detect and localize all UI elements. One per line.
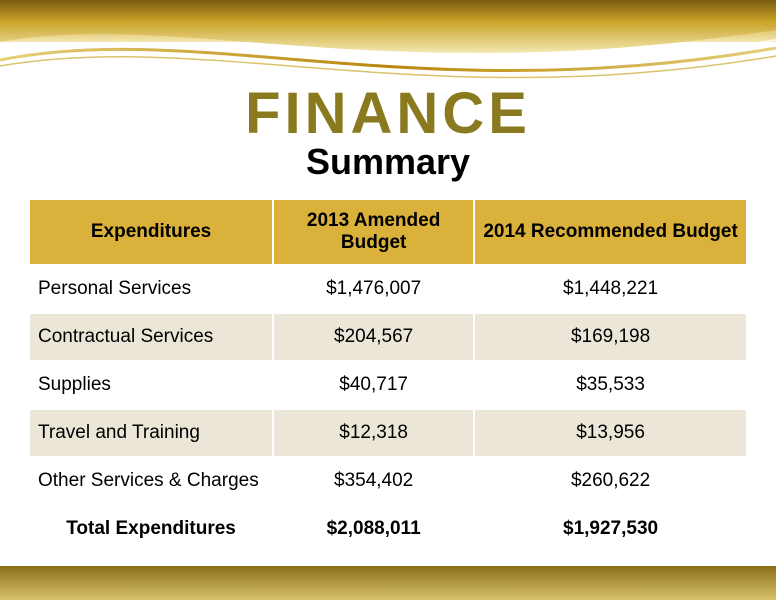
footer-band — [0, 566, 776, 600]
row-label: Other Services & Charges — [29, 457, 273, 505]
row-2013: $204,567 — [273, 313, 474, 361]
row-label: Contractual Services — [29, 313, 273, 361]
row-2014: $1,448,221 — [474, 265, 747, 313]
row-2013: $12,318 — [273, 409, 474, 457]
table-row: Other Services & Charges$354,402$260,622 — [29, 457, 747, 505]
row-2014: $169,198 — [474, 313, 747, 361]
row-2014: $260,622 — [474, 457, 747, 505]
budget-table: Expenditures 2013 Amended Budget 2014 Re… — [28, 198, 748, 554]
table-body: Personal Services$1,476,007$1,448,221Con… — [29, 265, 747, 553]
total-label: Total Expenditures — [29, 505, 273, 553]
page-title: FINANCE — [0, 80, 776, 147]
row-2014: $13,956 — [474, 409, 747, 457]
row-label: Supplies — [29, 361, 273, 409]
table-header-row: Expenditures 2013 Amended Budget 2014 Re… — [29, 199, 747, 265]
row-2013: $1,476,007 — [273, 265, 474, 313]
table-total-row: Total Expenditures$2,088,011$1,927,530 — [29, 505, 747, 553]
row-label: Personal Services — [29, 265, 273, 313]
budget-table-container: Expenditures 2013 Amended Budget 2014 Re… — [28, 198, 748, 554]
row-label: Travel and Training — [29, 409, 273, 457]
row-2013: $354,402 — [273, 457, 474, 505]
title-block: FINANCE Summary — [0, 80, 776, 183]
table-row: Supplies$40,717$35,533 — [29, 361, 747, 409]
total-2014: $1,927,530 — [474, 505, 747, 553]
col-header-2014: 2014 Recommended Budget — [474, 199, 747, 265]
col-header-2013: 2013 Amended Budget — [273, 199, 474, 265]
table-row: Personal Services$1,476,007$1,448,221 — [29, 265, 747, 313]
page-subtitle: Summary — [0, 141, 776, 183]
row-2013: $40,717 — [273, 361, 474, 409]
row-2014: $35,533 — [474, 361, 747, 409]
total-2013: $2,088,011 — [273, 505, 474, 553]
table-row: Contractual Services$204,567$169,198 — [29, 313, 747, 361]
table-row: Travel and Training$12,318$13,956 — [29, 409, 747, 457]
col-header-expenditures: Expenditures — [29, 199, 273, 265]
